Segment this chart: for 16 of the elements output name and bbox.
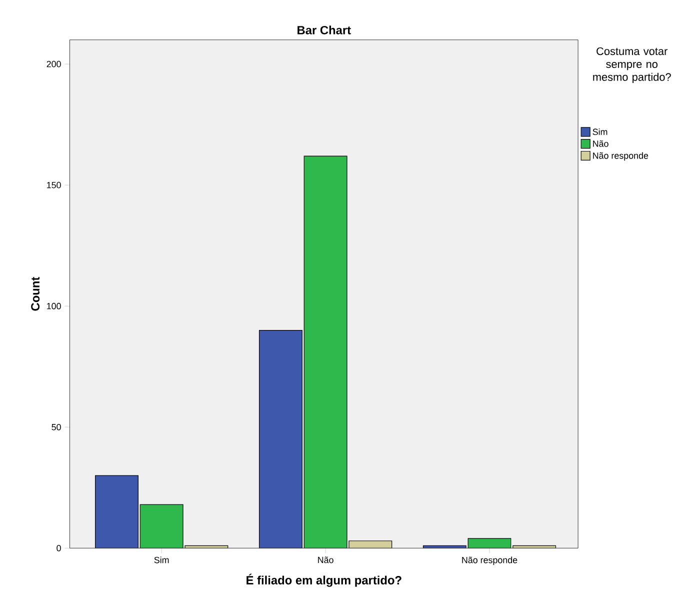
y-tick-label: 200 xyxy=(46,60,61,68)
y-tick-label: 0 xyxy=(56,544,61,552)
chart-title: Bar Chart xyxy=(298,26,351,34)
legend-title: Costuma votar sempre no mesmo partido? xyxy=(593,47,671,84)
bar xyxy=(422,545,466,548)
legend-label: Não responde xyxy=(593,152,648,161)
y-tick-label: 50 xyxy=(52,424,61,430)
y-axis-title: Count xyxy=(31,276,40,311)
x-tick-label: Não xyxy=(318,556,334,564)
legend-label: Não xyxy=(593,140,608,147)
x-tick-label: Não responde xyxy=(462,556,518,565)
x-tick-label: Sim xyxy=(154,556,169,564)
y-tick-label: 100 xyxy=(47,302,61,310)
x-axis-title: É filiado em algum partido? xyxy=(246,574,402,587)
y-tick-label: 150 xyxy=(47,182,61,188)
legend-label: Sim xyxy=(592,128,608,136)
